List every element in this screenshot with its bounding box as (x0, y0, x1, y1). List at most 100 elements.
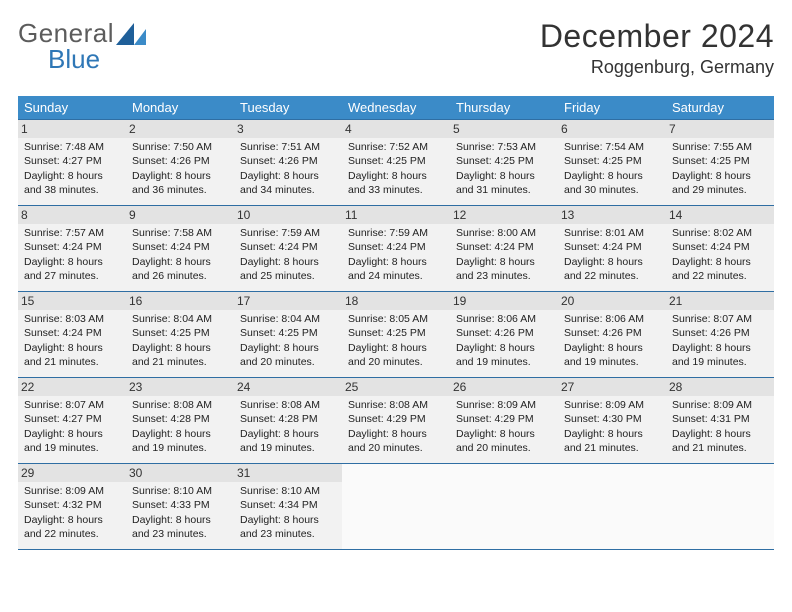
day-text: Daylight: 8 hours and 36 minutes. (132, 169, 228, 197)
day-text: Daylight: 8 hours and 24 minutes. (348, 255, 444, 283)
calendar-week-row: 8Sunrise: 7:57 AMSunset: 4:24 PMDaylight… (18, 206, 774, 292)
calendar-day-cell: 7Sunrise: 7:55 AMSunset: 4:25 PMDaylight… (666, 120, 774, 206)
day-number: 12 (450, 206, 558, 224)
day-header-row: Sunday Monday Tuesday Wednesday Thursday… (18, 96, 774, 120)
calendar-day-cell: 9Sunrise: 7:58 AMSunset: 4:24 PMDaylight… (126, 206, 234, 292)
day-text: Daylight: 8 hours and 27 minutes. (24, 255, 120, 283)
day-text: Daylight: 8 hours and 21 minutes. (132, 341, 228, 369)
day-text: Daylight: 8 hours and 20 minutes. (348, 341, 444, 369)
day-header: Friday (558, 96, 666, 120)
day-text: Daylight: 8 hours and 21 minutes. (24, 341, 120, 369)
sunset-text: Sunset: 4:25 PM (456, 154, 552, 168)
calendar-week-row: 22Sunrise: 8:07 AMSunset: 4:27 PMDayligh… (18, 378, 774, 464)
day-text: Daylight: 8 hours and 33 minutes. (348, 169, 444, 197)
calendar-day-cell: 23Sunrise: 8:08 AMSunset: 4:28 PMDayligh… (126, 378, 234, 464)
calendar-day-cell: 18Sunrise: 8:05 AMSunset: 4:25 PMDayligh… (342, 292, 450, 378)
sunrise-text: Sunrise: 8:09 AM (24, 484, 120, 498)
day-text: Daylight: 8 hours and 20 minutes. (456, 427, 552, 455)
day-text: Daylight: 8 hours and 23 minutes. (456, 255, 552, 283)
calendar-day-cell: 26Sunrise: 8:09 AMSunset: 4:29 PMDayligh… (450, 378, 558, 464)
calendar-day-cell: 31Sunrise: 8:10 AMSunset: 4:34 PMDayligh… (234, 464, 342, 550)
title-block: December 2024 Roggenburg, Germany (540, 18, 774, 78)
logo-word-blue: Blue (48, 44, 100, 75)
day-number: 15 (18, 292, 126, 310)
day-number: 29 (18, 464, 126, 482)
day-text: Daylight: 8 hours and 19 minutes. (672, 341, 768, 369)
sunset-text: Sunset: 4:24 PM (456, 240, 552, 254)
sunset-text: Sunset: 4:24 PM (132, 240, 228, 254)
sunrise-text: Sunrise: 8:05 AM (348, 312, 444, 326)
sunrise-text: Sunrise: 8:03 AM (24, 312, 120, 326)
calendar-day-cell: 28Sunrise: 8:09 AMSunset: 4:31 PMDayligh… (666, 378, 774, 464)
day-number: 3 (234, 120, 342, 138)
sunset-text: Sunset: 4:25 PM (348, 154, 444, 168)
sunset-text: Sunset: 4:25 PM (132, 326, 228, 340)
sunset-text: Sunset: 4:24 PM (240, 240, 336, 254)
day-text: Daylight: 8 hours and 31 minutes. (456, 169, 552, 197)
calendar-table: Sunday Monday Tuesday Wednesday Thursday… (18, 96, 774, 550)
sunset-text: Sunset: 4:28 PM (240, 412, 336, 426)
sunrise-text: Sunrise: 8:00 AM (456, 226, 552, 240)
day-number: 22 (18, 378, 126, 396)
calendar-day-cell: 2Sunrise: 7:50 AMSunset: 4:26 PMDaylight… (126, 120, 234, 206)
sunset-text: Sunset: 4:25 PM (672, 154, 768, 168)
sunrise-text: Sunrise: 7:48 AM (24, 140, 120, 154)
sunset-text: Sunset: 4:26 PM (564, 326, 660, 340)
sunset-text: Sunset: 4:30 PM (564, 412, 660, 426)
calendar-day-cell: 15Sunrise: 8:03 AMSunset: 4:24 PMDayligh… (18, 292, 126, 378)
sunrise-text: Sunrise: 8:08 AM (132, 398, 228, 412)
day-text: Daylight: 8 hours and 25 minutes. (240, 255, 336, 283)
day-header: Saturday (666, 96, 774, 120)
day-text: Daylight: 8 hours and 22 minutes. (24, 513, 120, 541)
calendar-day-cell: 10 Sunrise: 7:59 AMSunset: 4:24 PMDayligh… (234, 206, 342, 292)
day-number: 21 (666, 292, 774, 310)
day-number: 26 (450, 378, 558, 396)
month-title: December 2024 (540, 18, 774, 55)
calendar-day-cell: 8Sunrise: 7:57 AMSunset: 4:24 PMDaylight… (18, 206, 126, 292)
calendar-day-cell: 19Sunrise: 8:06 AMSunset: 4:26 PMDayligh… (450, 292, 558, 378)
calendar-day-cell: 1Sunrise: 7:48 AMSunset: 4:27 PMDaylight… (18, 120, 126, 206)
day-number: 1 (18, 120, 126, 138)
day-number: 16 (126, 292, 234, 310)
calendar-day-cell: 25Sunrise: 8:08 AMSunset: 4:29 PMDayligh… (342, 378, 450, 464)
sunset-text: Sunset: 4:34 PM (240, 498, 336, 512)
sunrise-text: Sunrise: 8:06 AM (456, 312, 552, 326)
day-number: 10 (234, 206, 342, 224)
day-text: Daylight: 8 hours and 19 minutes. (240, 427, 336, 455)
calendar-day-cell (558, 464, 666, 550)
sunset-text: Sunset: 4:26 PM (132, 154, 228, 168)
day-number: 27 (558, 378, 666, 396)
day-header: Sunday (18, 96, 126, 120)
sunset-text: Sunset: 4:32 PM (24, 498, 120, 512)
calendar-day-cell: 17Sunrise: 8:04 AMSunset: 4:25 PMDayligh… (234, 292, 342, 378)
day-text: Daylight: 8 hours and 19 minutes. (564, 341, 660, 369)
sunset-text: Sunset: 4:24 PM (672, 240, 768, 254)
day-number: 18 (342, 292, 450, 310)
sunset-text: Sunset: 4:25 PM (564, 154, 660, 168)
sunrise-text: Sunrise: 7:54 AM (564, 140, 660, 154)
calendar-day-cell: 12 Sunrise: 8:00 AMSunset: 4:24 PMDayligh… (450, 206, 558, 292)
sunset-text: Sunset: 4:24 PM (24, 240, 120, 254)
calendar-day-cell: 21Sunrise: 8:07 AMSunset: 4:26 PMDayligh… (666, 292, 774, 378)
sunrise-text: Sunrise: 7:51 AM (240, 140, 336, 154)
sunrise-text: Sunrise: 8:01 AM (564, 226, 660, 240)
sunrise-text: Sunrise: 8:07 AM (672, 312, 768, 326)
day-header: Thursday (450, 96, 558, 120)
day-number: 28 (666, 378, 774, 396)
sunrise-text: Sunrise: 8:09 AM (672, 398, 768, 412)
day-number: 8 (18, 206, 126, 224)
day-text: Daylight: 8 hours and 20 minutes. (348, 427, 444, 455)
calendar-day-cell: 16Sunrise: 8:04 AMSunset: 4:25 PMDayligh… (126, 292, 234, 378)
calendar-day-cell: 5Sunrise: 7:53 AMSunset: 4:25 PMDaylight… (450, 120, 558, 206)
calendar-day-cell: 30Sunrise: 8:10 AMSunset: 4:33 PMDayligh… (126, 464, 234, 550)
calendar-day-cell: 22Sunrise: 8:07 AMSunset: 4:27 PMDayligh… (18, 378, 126, 464)
sunrise-text: Sunrise: 7:59 AM (240, 226, 336, 240)
day-number: 2 (126, 120, 234, 138)
day-text: Daylight: 8 hours and 21 minutes. (564, 427, 660, 455)
day-number: 19 (450, 292, 558, 310)
sunset-text: Sunset: 4:27 PM (24, 154, 120, 168)
day-text: Daylight: 8 hours and 22 minutes. (672, 255, 768, 283)
calendar-day-cell: 20Sunrise: 8:06 AMSunset: 4:26 PMDayligh… (558, 292, 666, 378)
calendar-day-cell: 13Sunrise: 8:01 AMSunset: 4:24 PMDayligh… (558, 206, 666, 292)
day-header: Monday (126, 96, 234, 120)
